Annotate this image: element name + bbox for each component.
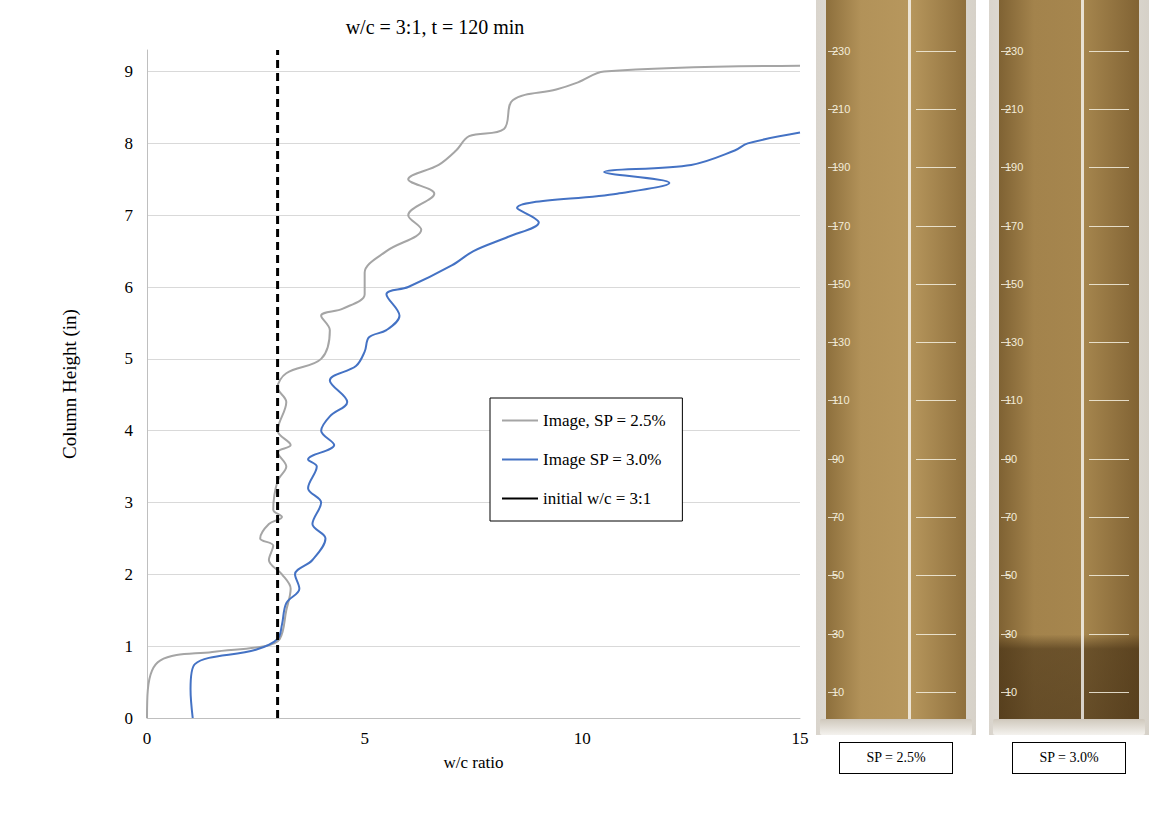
html-text:170: 170 bbox=[1005, 219, 1024, 232]
svg-text:5: 5 bbox=[125, 349, 134, 368]
html-text:230: 230 bbox=[1005, 44, 1024, 57]
html-text:SP = 2.5%: SP = 2.5% bbox=[866, 750, 926, 765]
svg-text:Image SP = 3.0%: Image SP = 3.0% bbox=[543, 450, 662, 469]
svg-text:w/c = 3:1, t = 120 min: w/c = 3:1, t = 120 min bbox=[346, 16, 525, 38]
svg-text:7: 7 bbox=[125, 206, 134, 225]
svg-text:4: 4 bbox=[125, 421, 134, 440]
html-text:210: 210 bbox=[832, 103, 851, 115]
svg-text:Image, SP = 2.5%: Image, SP = 2.5% bbox=[543, 411, 666, 430]
svg-text:0: 0 bbox=[125, 709, 134, 728]
html-text:230: 230 bbox=[832, 44, 851, 57]
html-text:50: 50 bbox=[832, 569, 845, 582]
svg-text:initial w/c = 3:1: initial w/c = 3:1 bbox=[543, 489, 651, 508]
html-text:110: 110 bbox=[1005, 394, 1023, 407]
html-text:70: 70 bbox=[832, 511, 845, 523]
html-text:210: 210 bbox=[1005, 103, 1024, 115]
html-text:10: 10 bbox=[832, 685, 845, 698]
svg-text:3: 3 bbox=[125, 493, 134, 512]
html-text:130: 130 bbox=[1005, 336, 1024, 349]
svg-text:1: 1 bbox=[125, 637, 134, 656]
html-text:150: 150 bbox=[832, 277, 851, 290]
svg-text:6: 6 bbox=[125, 278, 134, 297]
svg-text:2: 2 bbox=[125, 565, 134, 584]
svg-text:w/c ratio: w/c ratio bbox=[444, 753, 504, 772]
html-text:170: 170 bbox=[832, 219, 851, 232]
html-text:30: 30 bbox=[1005, 627, 1018, 640]
svg-text:9: 9 bbox=[125, 62, 134, 81]
svg-text:8: 8 bbox=[125, 134, 134, 153]
svg-text:15: 15 bbox=[792, 729, 809, 748]
html-text:190: 190 bbox=[1005, 161, 1024, 174]
svg-text:10: 10 bbox=[574, 729, 591, 748]
html-text:110: 110 bbox=[832, 394, 850, 407]
html-text:150: 150 bbox=[1005, 277, 1024, 290]
html-text:50: 50 bbox=[1005, 569, 1018, 582]
html-text:30: 30 bbox=[832, 627, 845, 640]
html-text:190: 190 bbox=[832, 161, 851, 174]
svg-text:0: 0 bbox=[143, 729, 152, 748]
svg-text:5: 5 bbox=[360, 729, 369, 748]
html-text:10: 10 bbox=[1005, 685, 1018, 698]
html-text:SP = 3.0%: SP = 3.0% bbox=[1039, 750, 1099, 765]
html-text:90: 90 bbox=[1005, 452, 1018, 465]
html-text:130: 130 bbox=[832, 336, 851, 349]
html-text:70: 70 bbox=[1005, 511, 1018, 523]
html-text:90: 90 bbox=[832, 452, 845, 465]
svg-text:Column Height (in): Column Height (in) bbox=[59, 309, 81, 459]
